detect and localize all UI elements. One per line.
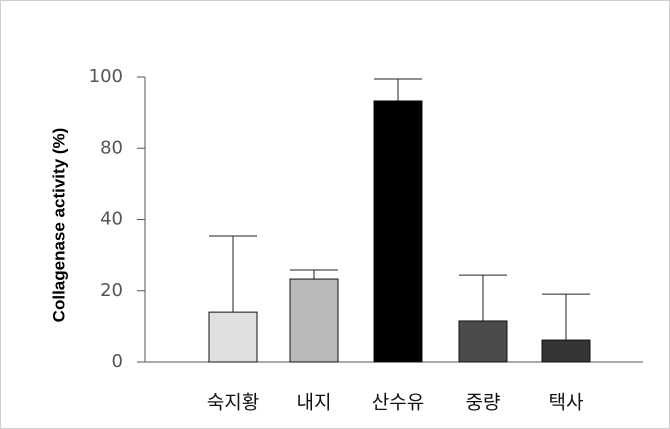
y-tick-label: 40 bbox=[100, 209, 123, 230]
y-axis-label: Collagenase activity (%) bbox=[49, 128, 68, 323]
bar bbox=[458, 320, 508, 363]
x-tick-label: 숙지황 bbox=[207, 392, 259, 414]
bar bbox=[289, 278, 339, 363]
x-tick-label: 내지 bbox=[297, 392, 332, 414]
bar bbox=[541, 339, 591, 363]
y-tick-label: 80 bbox=[100, 137, 123, 158]
y-tick-label: 100 bbox=[89, 66, 123, 87]
x-tick-label: 중량 bbox=[466, 392, 501, 414]
x-tick-label: 택사 bbox=[549, 392, 584, 414]
bar bbox=[373, 100, 423, 363]
y-tick-label: 0 bbox=[112, 351, 123, 372]
bar bbox=[208, 311, 258, 363]
x-tick-label: 산수유 bbox=[372, 392, 424, 414]
y-tick-label: 20 bbox=[100, 280, 123, 301]
